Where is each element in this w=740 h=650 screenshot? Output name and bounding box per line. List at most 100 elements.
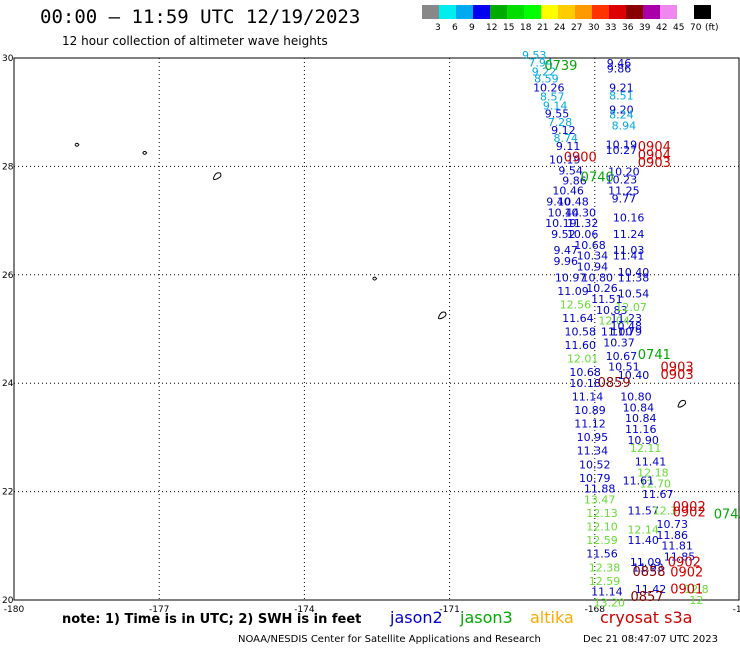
legend-label: 45 xyxy=(673,23,685,33)
track-time-label: 0902 xyxy=(670,566,703,581)
wave-height-label: 9.14 xyxy=(543,99,568,112)
wave-height-label: 9.20 xyxy=(609,103,634,116)
wave-height-label: 9.40 xyxy=(546,195,571,208)
x-tick-label: -180 xyxy=(4,605,25,615)
wave-height-label: 9.21 xyxy=(609,82,634,95)
wave-height-label: 10.20 xyxy=(608,166,640,179)
wave-height-label: 11.14 xyxy=(591,586,623,599)
y-tick-label: 30 xyxy=(2,54,14,64)
wave-height-label: 12.14 xyxy=(627,523,659,536)
legend-label: 30 xyxy=(588,23,600,33)
wave-height-label: 11.93 xyxy=(632,561,664,574)
wave-height-label: 12.38 xyxy=(589,561,621,574)
track-time-label: 0857 xyxy=(631,590,664,605)
wave-height-label: 10.48 xyxy=(557,195,589,208)
wave-height-label: 10.23 xyxy=(606,174,638,187)
legend-sat-altika: altika xyxy=(530,608,574,627)
wave-height-label: 9.22 xyxy=(532,65,557,78)
wave-height-label: 10.80 xyxy=(620,391,652,404)
legend-label: 18 xyxy=(520,23,532,33)
wave-height-label: 10.84 xyxy=(625,412,657,425)
wave-height-label: 12 xyxy=(689,594,703,607)
wave-height-label: 9.46 xyxy=(607,57,632,70)
legend-label: 24 xyxy=(554,23,566,33)
legend-swatch xyxy=(558,5,575,19)
wave-height-label: 10.67 xyxy=(606,350,638,363)
wave-height-label: 10.68 xyxy=(574,239,606,252)
wave-height-label: 10.26 xyxy=(533,82,565,95)
legend-swatch xyxy=(507,5,524,19)
wave-height-label: 10.18 xyxy=(569,377,601,390)
track-time-label: 0900 xyxy=(564,151,597,166)
y-tick-label: 24 xyxy=(2,379,14,389)
wave-height-label: 8.74 xyxy=(554,132,579,145)
track-time-label: 0859 xyxy=(598,376,631,391)
island-outline xyxy=(372,276,378,281)
wave-height-label: 12.59 xyxy=(586,534,618,547)
island-outline xyxy=(142,150,148,155)
wave-height-label: 11.09 xyxy=(630,556,662,569)
island-outline xyxy=(677,399,687,408)
legend-label: 39 xyxy=(639,23,651,33)
legend-swatch xyxy=(677,5,694,19)
legend-label: 27 xyxy=(571,23,583,33)
wave-height-label: 10.19 xyxy=(549,154,581,167)
wave-height-label: 11.32 xyxy=(567,217,599,230)
wave-height-label: 12.3 xyxy=(653,504,678,517)
wave-height-label: 10.48 xyxy=(611,320,643,333)
wave-height-label: 11.88 xyxy=(584,483,616,496)
legend-label: 36 xyxy=(622,23,634,33)
wave-height-label: 10.90 xyxy=(627,434,659,447)
legend-swatch xyxy=(473,5,490,19)
wave-height-label: 12.07 xyxy=(615,301,647,314)
legend-swatch xyxy=(626,5,643,19)
wave-height-label: 11.09 xyxy=(557,285,589,298)
x-tick-label: -174 xyxy=(294,605,315,615)
wave-height-label: 12.11 xyxy=(630,442,662,455)
wave-height-label: 9.11 xyxy=(556,140,581,153)
wave-height-label: 11.03 xyxy=(613,244,645,257)
track-time-label: 0904 xyxy=(638,140,671,155)
wave-height-label: 10.73 xyxy=(656,518,688,531)
wave-height-label: 12.59 xyxy=(589,575,621,588)
wave-height-label: 11.40 xyxy=(627,534,659,547)
legend-label: 12 xyxy=(486,23,498,33)
wave-height-label: 10.80 xyxy=(581,271,613,284)
y-tick-label: 26 xyxy=(2,271,14,281)
wave-height-label: 10.95 xyxy=(577,431,609,444)
wave-height-label: 10.83 xyxy=(596,304,628,317)
legend-label: 6 xyxy=(452,23,458,33)
credit-text: NOAA/NESDIS Center for Satellite Applica… xyxy=(238,634,541,645)
wave-height-label: 8.24 xyxy=(609,109,634,122)
plot-frame xyxy=(13,57,740,601)
track-time-label: 0740 xyxy=(581,171,614,186)
legend-swatch xyxy=(609,5,626,19)
wave-height-label: 11.14 xyxy=(572,391,604,404)
wave-height-label: 12.8 xyxy=(684,583,709,596)
wave-height-label: 8.51 xyxy=(609,90,634,103)
track-time-label: 0743 xyxy=(714,508,740,523)
wave-height-label: 13.20 xyxy=(594,597,626,610)
wave-height-label: 12.18 xyxy=(637,466,669,479)
chart-title: 00:00 – 11:59 UTC 12/19/2023 xyxy=(40,6,361,28)
island-outline xyxy=(437,311,447,320)
wave-height-label: 9.52 xyxy=(551,228,576,241)
island-outline xyxy=(212,172,222,180)
legend-label: 42 xyxy=(656,23,668,33)
legend-label: 33 xyxy=(605,23,617,33)
wave-height-label: 11.41 xyxy=(635,456,667,469)
wave-height-label: 11.51 xyxy=(591,293,623,306)
wave-height-label: 11.85 xyxy=(664,550,696,563)
y-tick-label: 28 xyxy=(2,162,14,172)
wave-height-label: 8.94 xyxy=(612,120,637,133)
wave-height-label: 9.47 xyxy=(554,244,579,257)
wave-height-label: 10.97 xyxy=(555,271,587,284)
wave-height-label: 11.24 xyxy=(613,228,645,241)
footer-note: note: 1) Time is in UTC; 2) SWH is in fe… xyxy=(62,612,362,627)
wave-height-label: 10.94 xyxy=(577,260,609,273)
wave-height-label: 13.47 xyxy=(584,494,616,507)
wave-height-label: 10.30 xyxy=(565,206,597,219)
track-time-label: 0858 xyxy=(632,565,665,580)
track-time-label: 0902 xyxy=(673,506,706,521)
